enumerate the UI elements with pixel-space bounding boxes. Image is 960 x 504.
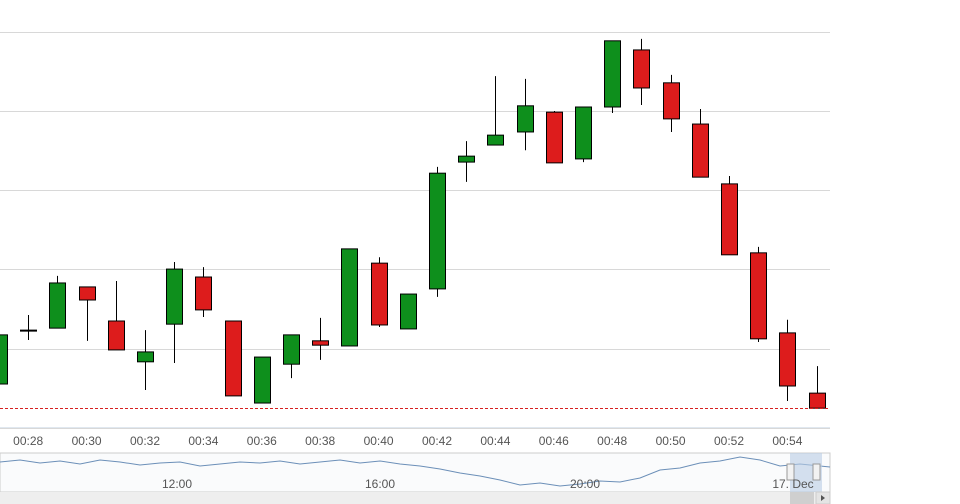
candle-body xyxy=(517,105,534,133)
navigator-label: 12:00 xyxy=(162,477,192,491)
candle-body xyxy=(341,248,358,347)
candle-body xyxy=(283,334,300,365)
candle-body xyxy=(633,49,650,89)
candle-body xyxy=(49,282,66,329)
candle-body xyxy=(546,111,563,164)
navigator-handle[interactable] xyxy=(812,463,821,481)
candle-body xyxy=(458,155,475,163)
candle-body xyxy=(137,351,154,363)
x-tick-label: 00:48 xyxy=(597,434,627,448)
navigator-line xyxy=(0,456,831,487)
candle-body xyxy=(663,82,680,120)
x-tick-label: 00:42 xyxy=(422,434,452,448)
x-tick-label: 00:28 xyxy=(13,434,43,448)
x-tick-label: 00:40 xyxy=(364,434,394,448)
x-tick-label: 00:34 xyxy=(188,434,218,448)
x-tick-label: 00:32 xyxy=(130,434,160,448)
candle-body xyxy=(195,276,212,311)
x-tick-label: 00:30 xyxy=(72,434,102,448)
x-tick-label: 00:44 xyxy=(480,434,510,448)
candle-body xyxy=(20,329,37,332)
navigator-label: 16:00 xyxy=(365,477,395,491)
candle-body xyxy=(779,332,796,387)
candle-body xyxy=(225,320,242,397)
candle-body xyxy=(809,392,826,409)
x-tick-label: 00:46 xyxy=(539,434,569,448)
candle-body xyxy=(79,286,96,301)
navigator-handle[interactable] xyxy=(786,463,795,481)
navigator-label: 17. Dec xyxy=(772,477,813,491)
x-tick-label: 00:52 xyxy=(714,434,744,448)
candle-body xyxy=(575,106,592,160)
scrollbar-arrow-icon xyxy=(821,495,825,501)
x-tick-label: 00:50 xyxy=(656,434,686,448)
scrollbar-thumb[interactable] xyxy=(790,492,814,504)
x-tick-label: 00:38 xyxy=(305,434,335,448)
scrollbar[interactable] xyxy=(0,492,830,504)
candle-body xyxy=(692,123,709,178)
candle-body xyxy=(604,40,621,108)
candle-body xyxy=(487,134,504,146)
candle-body xyxy=(750,252,767,340)
x-tick-label: 00:36 xyxy=(247,434,277,448)
candle-body xyxy=(312,340,329,346)
navigator-label: 20:00 xyxy=(570,477,600,491)
candle-body xyxy=(400,293,417,330)
navigator xyxy=(0,452,831,493)
x-tick-label: 00:54 xyxy=(772,434,802,448)
candle-body xyxy=(166,268,183,325)
candle-body xyxy=(371,262,388,326)
candle-body xyxy=(721,183,738,256)
candle-body xyxy=(254,356,271,404)
candle-body xyxy=(108,320,125,351)
candle-body xyxy=(429,172,446,290)
candle-body xyxy=(0,334,8,385)
